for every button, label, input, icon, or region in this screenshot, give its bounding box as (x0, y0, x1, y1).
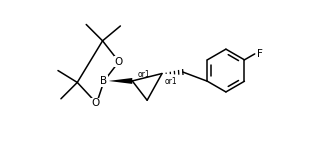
Text: or1: or1 (138, 70, 150, 79)
Text: O: O (91, 98, 99, 108)
Text: B: B (100, 76, 108, 86)
Text: or1: or1 (165, 77, 178, 86)
Polygon shape (110, 78, 132, 84)
Text: F: F (257, 49, 263, 59)
Text: O: O (115, 57, 123, 67)
